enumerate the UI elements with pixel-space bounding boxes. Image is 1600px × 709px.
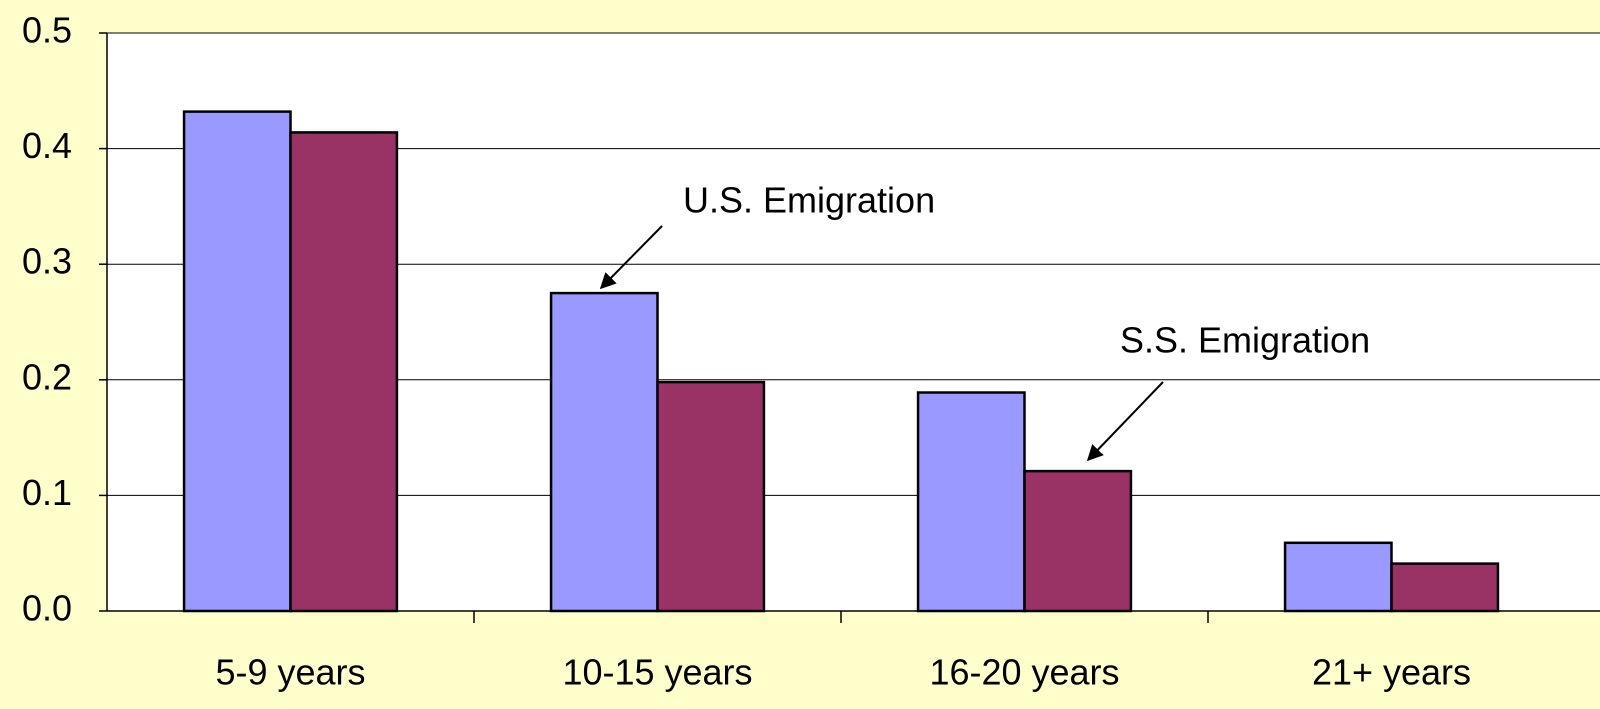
bar (289, 131, 399, 613)
annotation: U.S. Emigration (683, 180, 935, 221)
x-tick-label: 5-9 years (215, 652, 365, 693)
bar (656, 380, 766, 613)
bar (549, 291, 659, 613)
y-tick-label: 0.0 (22, 588, 72, 629)
x-tick-label: 10-15 years (562, 652, 752, 693)
bar (1023, 469, 1133, 613)
bar (1283, 541, 1393, 613)
annotation-arrow (1086, 381, 1164, 462)
y-tick-label: 0.4 (22, 125, 72, 166)
bar (1390, 562, 1500, 613)
bar (182, 110, 292, 613)
y-tick-label: 0.3 (22, 241, 72, 282)
x-tick-label: 21+ years (1312, 652, 1471, 693)
bar (916, 391, 1026, 613)
y-tick-label: 0.5 (22, 10, 72, 51)
annotation-arrow (599, 225, 663, 290)
annotation: S.S. Emigration (1120, 320, 1370, 361)
y-tick-label: 0.1 (22, 472, 72, 513)
y-tick-label: 0.2 (22, 356, 72, 397)
x-tick-label: 16-20 years (929, 652, 1119, 693)
